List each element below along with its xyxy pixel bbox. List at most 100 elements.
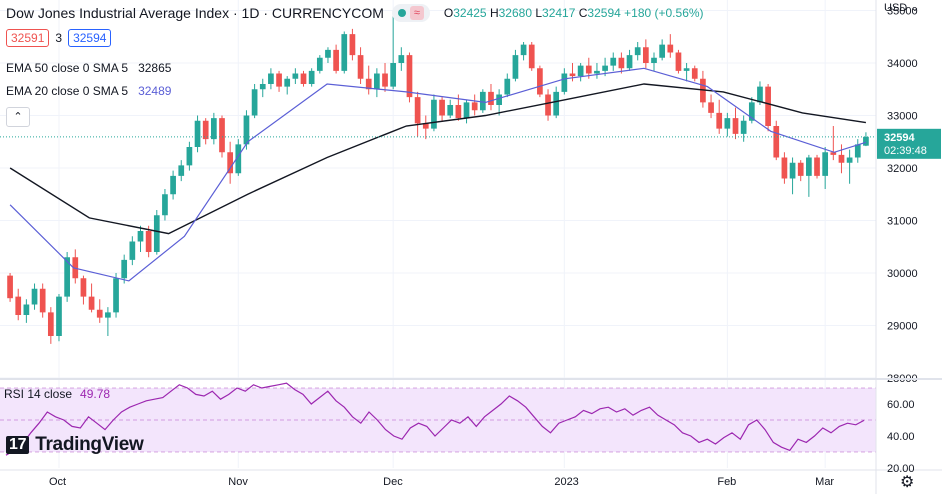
chart-header: Dow Jones Industrial Average Index · 1D … (6, 3, 704, 23)
chevron-up-icon: ⌃ (13, 111, 23, 123)
candle-body (186, 147, 193, 166)
candle-body (732, 118, 739, 134)
candle-body (64, 257, 70, 297)
candle-body (748, 102, 755, 121)
candle-body (268, 73, 274, 84)
currency-dropdown[interactable]: USD ⌄ (884, 1, 920, 14)
countdown-label: 02:39:48 (884, 145, 927, 157)
candle-body (80, 278, 87, 297)
candle-body (406, 55, 413, 98)
candle-body (145, 231, 152, 252)
tradingview-logo[interactable]: 17 TradingView (6, 434, 144, 456)
time-tick-label: Oct (49, 476, 66, 488)
candle-body (561, 73, 568, 92)
candle-body (414, 97, 421, 124)
candle-body (479, 91, 486, 111)
time-tick-label: Nov (228, 476, 248, 488)
candle-body (455, 105, 462, 119)
collapse-legend-button[interactable]: ⌃ (6, 107, 30, 127)
candle-body (512, 55, 519, 79)
candle-body (488, 91, 494, 105)
candle-body (724, 118, 731, 129)
chevron-down-icon: ⌄ (910, 2, 920, 14)
ema20-value: 32489 (138, 84, 172, 98)
candle-body (740, 120, 747, 134)
candle-body (830, 152, 837, 155)
ema20-legend[interactable]: EMA 20 close 0 SMA 5 32489 (6, 84, 171, 98)
candle-body (31, 288, 38, 305)
symbol-title[interactable]: Dow Jones Industrial Average Index · 1D … (6, 5, 384, 21)
candle-body (683, 68, 690, 71)
candle-body (708, 102, 714, 113)
candle-body (39, 288, 46, 313)
candle-body (15, 296, 22, 315)
candle-body (585, 65, 592, 74)
candle-body (528, 44, 535, 69)
candle-body (806, 157, 812, 176)
candle-body (153, 215, 160, 252)
candle-body (471, 102, 478, 111)
candle-body (814, 157, 820, 176)
candle-body (308, 70, 315, 84)
candle-body (56, 296, 62, 336)
settings-gear-icon[interactable]: ⚙ (900, 474, 915, 491)
rsi-band (0, 387, 876, 453)
candle-body (642, 47, 649, 63)
candle-body (504, 78, 511, 95)
candle-body (667, 44, 674, 53)
rsi-label: RSI 14 close (4, 387, 73, 401)
candle-body (292, 73, 299, 79)
candle-body (251, 89, 258, 116)
indicator-lines (5, 67, 867, 456)
candle-body (846, 157, 853, 163)
candle-body (227, 152, 234, 174)
candle-body (349, 34, 356, 56)
candle-body (113, 278, 119, 313)
candle-body (398, 55, 405, 63)
candle-body (838, 154, 845, 163)
candle-body (439, 99, 445, 116)
candle-body (822, 152, 829, 176)
rsi-legend[interactable]: RSI 14 close 49.78 (4, 387, 110, 401)
change-value: +180 (+0.56%) (624, 6, 704, 20)
candle-body (194, 120, 201, 147)
ema50-label: EMA 50 close 0 SMA 5 (6, 61, 129, 75)
candle-body (325, 49, 331, 58)
candle-body (202, 120, 209, 140)
ema50-legend[interactable]: EMA 50 close 0 SMA 5 32865 (6, 61, 171, 75)
candle-body (537, 68, 543, 95)
candle-body (520, 44, 527, 56)
candle-body (569, 73, 576, 77)
candle-body (594, 70, 600, 74)
buy-price-box[interactable]: 32594 (68, 29, 112, 47)
time-tick-label: 2023 (554, 476, 578, 488)
rsi-tick-label: 20.00 (887, 463, 915, 475)
last-price-label: 32594 (884, 132, 915, 144)
candle-body (284, 78, 291, 87)
candle-body (781, 157, 788, 179)
candle-body (137, 231, 144, 242)
candle-body (553, 91, 560, 116)
currency-label: USD (884, 2, 908, 14)
price-tick-label: 30000 (887, 268, 918, 280)
price-tick-label: 31000 (887, 216, 918, 228)
candle-body (691, 68, 698, 79)
ema50-value: 32865 (138, 61, 172, 75)
last-price-tag (877, 128, 941, 159)
logo-text: TradingView (35, 434, 144, 455)
trade-prices: 32591 3 32594 (6, 29, 112, 47)
candle-body (243, 115, 250, 145)
price-tick-label: 32000 (887, 163, 918, 175)
candle-body (88, 296, 95, 310)
candle-body (235, 144, 242, 174)
sell-price-box[interactable]: 32591 (6, 29, 50, 47)
tradingview-logo-icon: 17 (6, 436, 30, 454)
candle-body (545, 94, 551, 116)
candle-body (797, 162, 804, 176)
wave-icon: ≈ (409, 6, 424, 20)
candle-body (634, 47, 641, 56)
candle-body (333, 49, 339, 71)
market-status-pill[interactable]: ≈ (391, 4, 430, 22)
